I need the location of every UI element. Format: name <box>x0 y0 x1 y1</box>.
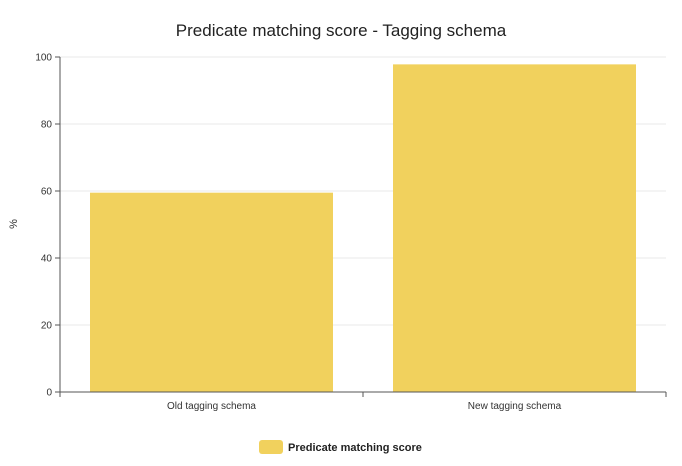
y-axis-ticks: 0 20 40 60 80 100 <box>35 53 60 399</box>
y-tick-label: 0 <box>46 388 52 399</box>
y-axis-title: % <box>8 219 20 229</box>
y-tick-label: 60 <box>41 187 53 198</box>
chart-title: Predicate matching score - Tagging schem… <box>176 21 507 40</box>
bar[interactable] <box>393 64 636 393</box>
legend-swatch[interactable] <box>259 440 283 454</box>
x-category-label: New tagging schema <box>468 401 562 412</box>
legend[interactable]: Predicate matching score <box>259 440 422 454</box>
y-tick-label: 40 <box>41 254 53 265</box>
x-axis-labels: Old tagging schema New tagging schema <box>167 401 562 412</box>
axes <box>59 57 667 397</box>
y-tick-label: 80 <box>41 120 53 131</box>
legend-label[interactable]: Predicate matching score <box>288 442 422 454</box>
bars <box>90 64 636 393</box>
y-tick-label: 100 <box>35 53 52 64</box>
bar[interactable] <box>90 192 333 392</box>
x-category-label: Old tagging schema <box>167 401 256 412</box>
y-tick-label: 20 <box>41 321 53 332</box>
